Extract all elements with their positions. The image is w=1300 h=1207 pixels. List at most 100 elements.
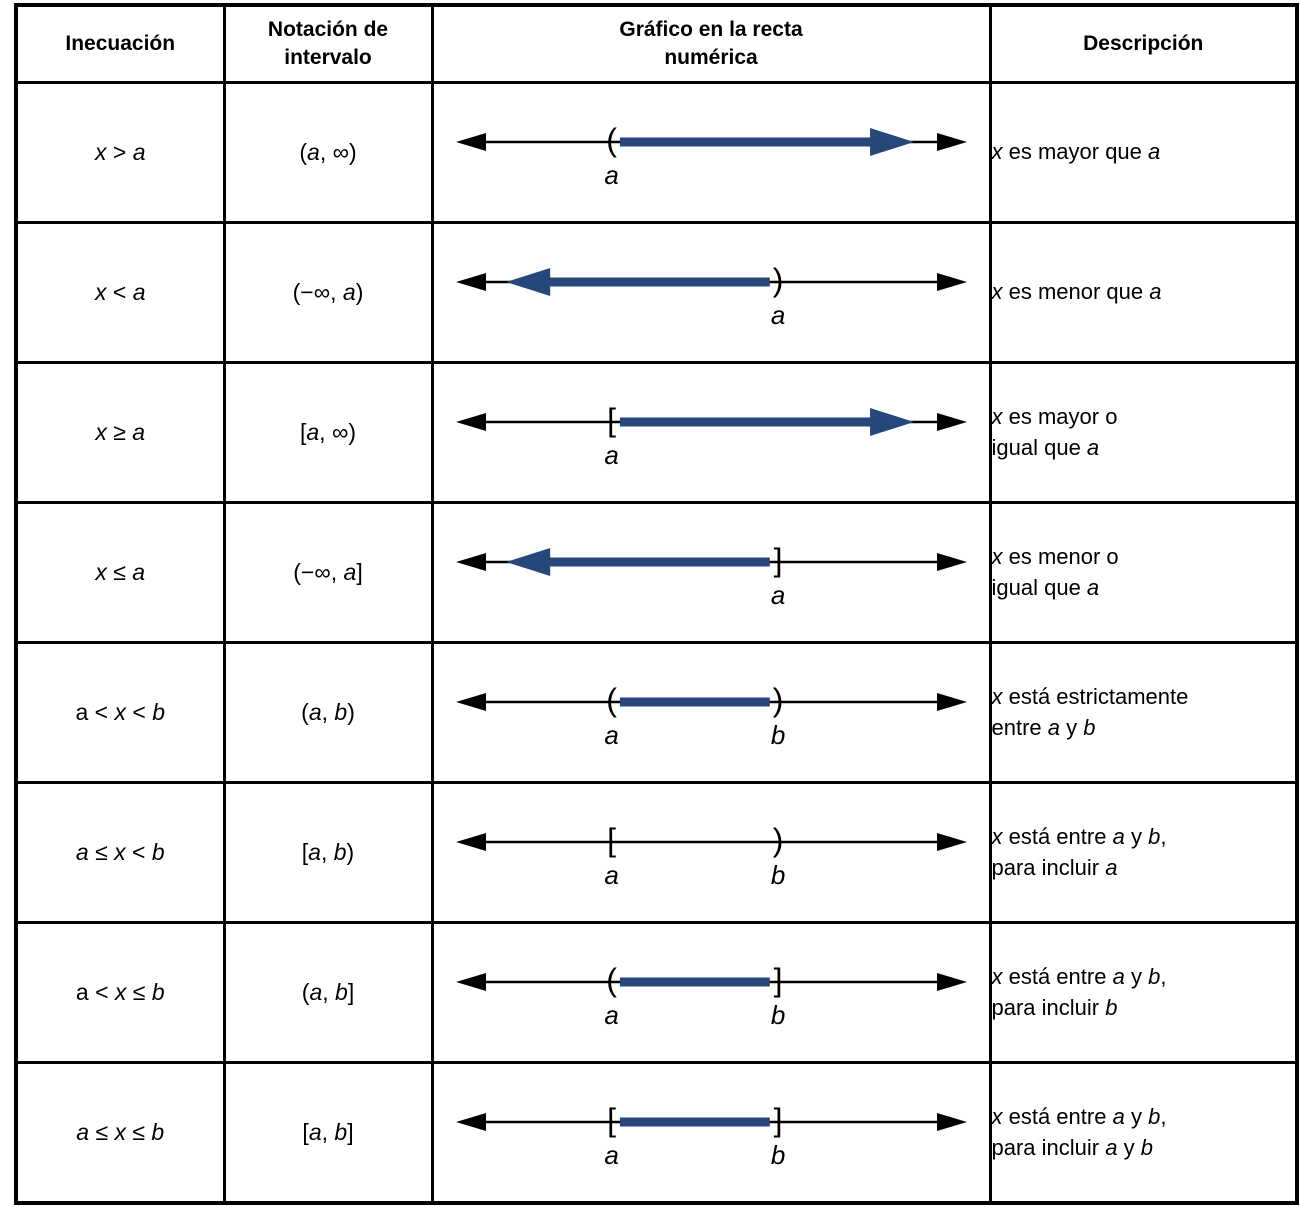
text-segment: > (106, 139, 133, 165)
text-segment: ≤ (106, 559, 133, 585)
text-segment: ≤ (126, 979, 152, 1005)
text-segment: ) (346, 839, 355, 865)
endpoint-label: a (770, 580, 784, 610)
number-line-graphic: )a (455, 262, 967, 330)
left-arrowhead-icon (455, 1112, 486, 1131)
math-variable: b (1148, 823, 1161, 849)
endpoint-marker: ) (772, 262, 783, 298)
solution-arrowhead-icon (869, 407, 914, 436)
math-variable: x (94, 279, 107, 305)
text-segment: , ∞) (319, 139, 357, 165)
math-variable: a (343, 559, 357, 585)
math-variable: a (132, 419, 146, 445)
endpoint-marker: [ (607, 402, 616, 438)
interval-notation-cell: (−∞, a] (222, 501, 434, 644)
description-cell: x es menor que a (988, 221, 1299, 364)
text-segment: es mayor que (1002, 139, 1149, 165)
interval-notation-cell: (−∞, a) (222, 221, 434, 364)
math-variable: a (1047, 714, 1061, 740)
endpoint-label: a (604, 440, 618, 470)
description-cell: x está entre a y b, para incluir b (988, 921, 1299, 1064)
table-row: x ≥ a [a, ∞) [a x es mayor o igual que a (14, 361, 1299, 504)
number-line-graphic: [a)b (455, 822, 967, 890)
text-segment: (−∞, (292, 279, 343, 305)
number-line-cell: [a] b (430, 1061, 992, 1205)
solution-arrowhead-icon (869, 127, 914, 156)
text-segment: ] (347, 979, 355, 1005)
math-variable: b (1148, 963, 1161, 989)
right-arrowhead-icon (936, 412, 967, 431)
math-variable: a (308, 1119, 322, 1145)
text-segment: , para incluir (991, 1103, 1167, 1160)
endpoint-label: b (770, 1140, 784, 1170)
endpoint-marker: ( (606, 682, 617, 718)
text-segment: es menor o igual que (991, 543, 1119, 600)
math-variable: a (1105, 854, 1118, 880)
inequality-cell: a < x < b (14, 641, 226, 784)
table-row: x > a (a, ∞) (a x es mayor que a (14, 81, 1299, 224)
math-variable: x (95, 419, 107, 445)
text-segment: ( (301, 979, 310, 1005)
number-line-graphic: (a]b (455, 962, 967, 1030)
left-arrowhead-icon (455, 972, 486, 991)
endpoint-marker: ] (773, 542, 782, 578)
math-variable: b (1148, 1103, 1161, 1129)
text-segment: ≤ (89, 1119, 115, 1145)
math-variable: a (1112, 963, 1125, 989)
text-segment: < (106, 279, 133, 305)
endpoint-label: a (604, 720, 618, 750)
number-line-cell: (a) b (430, 641, 992, 784)
math-variable: x (94, 139, 107, 165)
endpoint-marker: ( (606, 962, 617, 998)
text-segment: y (1117, 1134, 1141, 1160)
header-inequality: Inecuación (14, 3, 226, 84)
number-line-cell: [a) b (430, 781, 992, 924)
math-variable: b (334, 1119, 348, 1145)
interval-notation-cell: [a, ∞) (222, 361, 434, 504)
endpoint-label: a (604, 1140, 618, 1170)
endpoint-label: a (604, 160, 618, 190)
description-cell: x está entre a y b, para incluir a y b (988, 1061, 1299, 1205)
endpoint-label: b (770, 1000, 784, 1030)
endpoint-label: b (770, 720, 784, 750)
math-variable: a (309, 979, 323, 1005)
left-arrowhead-icon (455, 692, 486, 711)
description-cell: x está estrictamente entre a y b (988, 641, 1299, 784)
interval-notation-cell: (a, b] (222, 921, 434, 1064)
header-interval-notation: Notación de intervalo (222, 3, 434, 84)
math-variable: x (991, 683, 1003, 709)
math-variable: a (1086, 574, 1100, 600)
math-variable: x (991, 139, 1003, 165)
text-segment: está entre (1002, 823, 1113, 849)
inequality-cell: x < a (14, 221, 226, 364)
endpoint-marker: ) (772, 682, 783, 718)
math-variable: x (991, 963, 1003, 989)
inequality-cell: x ≥ a (14, 361, 226, 504)
math-variable: b (334, 699, 348, 725)
number-line-graphic: (a (455, 122, 967, 190)
text-segment: y (1124, 1103, 1149, 1129)
text-segment: < (126, 699, 153, 725)
inequality-cell: x ≤ a (14, 501, 226, 644)
endpoint-label: a (770, 300, 784, 330)
table-row: a ≤ x < b [a, b) [a) b x está entre a y b… (14, 781, 1299, 924)
inequality-cell: x > a (14, 81, 226, 224)
math-variable: x (991, 403, 1003, 429)
description-cell: x está entre a y b, para incluir a (988, 781, 1299, 924)
math-variable: b (151, 1119, 165, 1145)
text-segment: , (321, 699, 335, 725)
description-cell: x es menor o igual que a (988, 501, 1299, 644)
endpoint-marker: [ (607, 822, 616, 858)
math-variable: a (308, 699, 322, 725)
math-variable: a (342, 279, 356, 305)
text-segment: está entre (1002, 963, 1113, 989)
text-segment: ) (355, 279, 364, 305)
header-description: Descripción (988, 3, 1299, 84)
text-segment: ] (347, 1119, 354, 1145)
interval-notation-cell: (a, b) (222, 641, 434, 784)
text-segment: está entre (1002, 1103, 1113, 1129)
text-segment: a < (75, 699, 115, 725)
math-variable: b (1105, 994, 1118, 1020)
endpoint-marker: ) (772, 822, 783, 858)
number-line-cell: (a] b (430, 921, 992, 1064)
